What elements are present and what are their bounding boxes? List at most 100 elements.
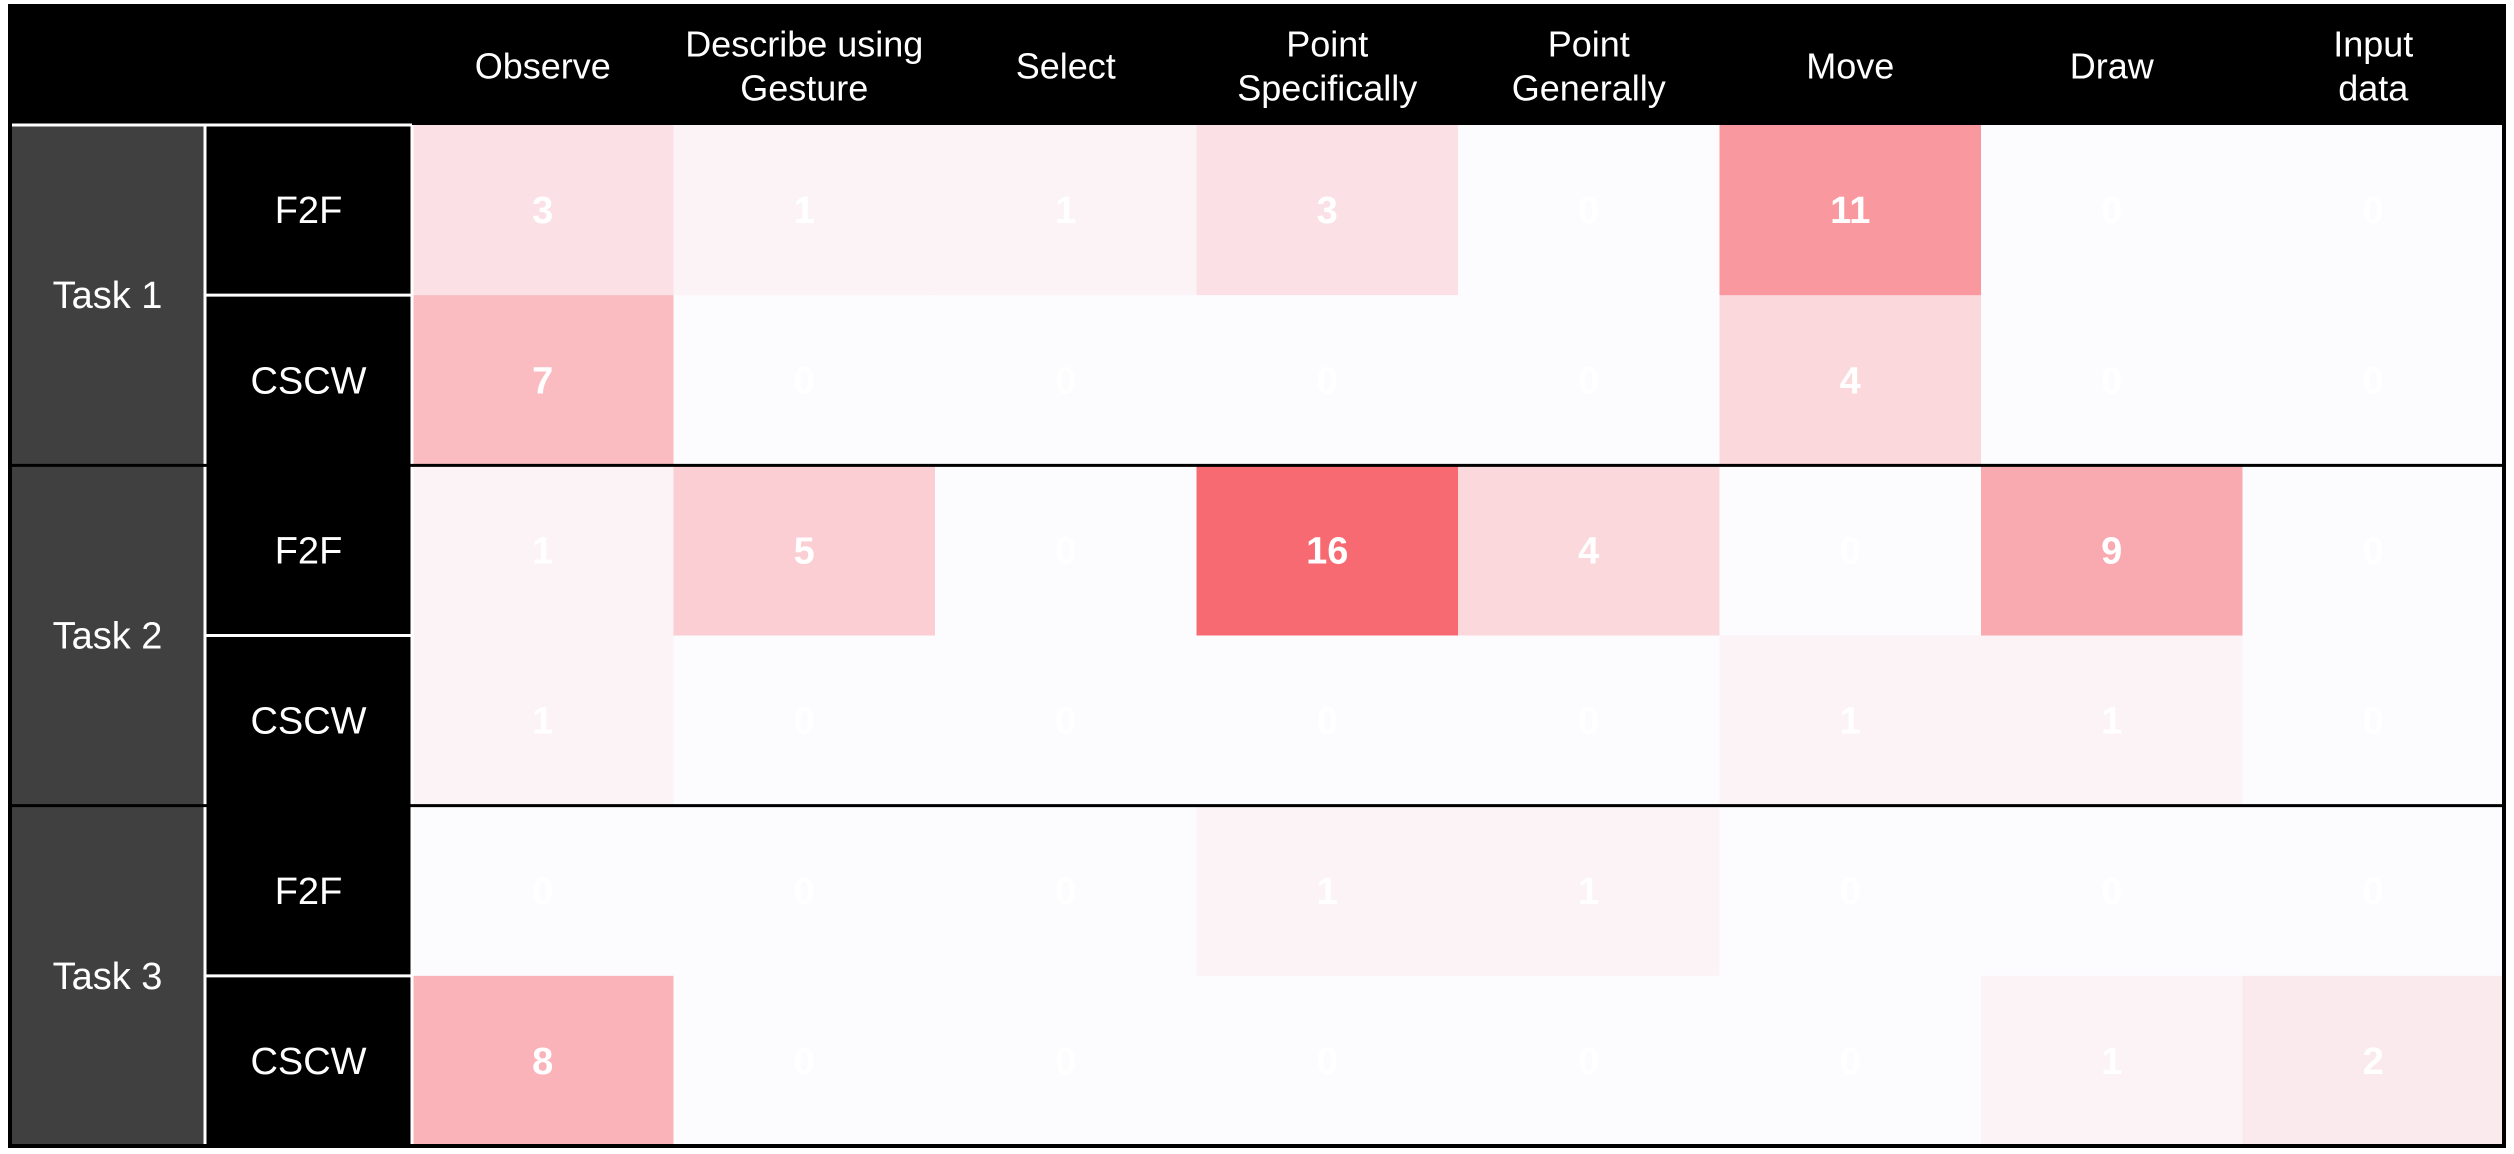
- cell-value: 0: [1840, 1041, 1861, 1083]
- cell-value: 1: [1317, 871, 1338, 913]
- heatmap-cell: [1719, 635, 1982, 807]
- cell-value: 0: [1578, 190, 1599, 232]
- cell-value: 0: [1317, 701, 1338, 743]
- heatmap-cell: [2242, 805, 2505, 977]
- cell-value: 4: [1840, 360, 1861, 402]
- heatmap-cell: [1719, 125, 1982, 296]
- cell-value: 8: [532, 1041, 553, 1083]
- cell-value: 0: [1055, 1041, 1076, 1083]
- column-header: Select: [1016, 46, 1116, 87]
- heatmap-cell: [412, 635, 674, 807]
- heatmap-cell: [412, 975, 674, 1147]
- cell-value: 1: [532, 530, 553, 572]
- heatmap-cell: [1196, 635, 1459, 807]
- heatmap-cell: [1981, 125, 2243, 296]
- heatmap-cell: [412, 125, 674, 296]
- heatmap-cell: [1981, 805, 2243, 977]
- heatmap-cell: [673, 635, 936, 807]
- heatmap-cell: [412, 465, 674, 636]
- cell-value: 0: [2101, 360, 2122, 402]
- heatmap-cell: [1719, 295, 1982, 466]
- condition-label: CSCW: [250, 360, 366, 402]
- cell-value: 0: [2363, 360, 2384, 402]
- table-border: [8, 4, 2506, 1148]
- cell-value: 9: [2101, 530, 2122, 572]
- cell-value: 0: [1578, 1041, 1599, 1083]
- cell-value: 1: [2101, 701, 2122, 743]
- cell-value: 4: [1578, 530, 1599, 572]
- cell-value: 0: [1840, 871, 1861, 913]
- task-label: Task 1: [53, 275, 163, 317]
- heatmap-cell: [1981, 295, 2243, 466]
- cell-value: 0: [2363, 871, 2384, 913]
- heatmap-cell: [1196, 465, 1459, 636]
- task-label: Task 3: [53, 956, 163, 998]
- heatmap-cell: [1719, 465, 1982, 636]
- heatmap-cell: [673, 295, 936, 466]
- heatmap-cell: [2242, 975, 2505, 1147]
- cell-value: 7: [532, 360, 553, 402]
- heatmap-cell: [1458, 635, 1720, 807]
- cell-value: 0: [1055, 530, 1076, 572]
- cell-value: 1: [1055, 190, 1076, 232]
- cell-value: 1: [2101, 1041, 2122, 1083]
- column-header: Point Specifically: [1237, 24, 1417, 109]
- condition-label: F2F: [275, 871, 343, 913]
- cell-value: 0: [2101, 871, 2122, 913]
- heatmap-cell: [1458, 805, 1720, 977]
- cell-value: 0: [1055, 360, 1076, 402]
- heatmap-cell: [1196, 125, 1459, 296]
- cell-value: 0: [794, 871, 815, 913]
- cell-value: 0: [794, 701, 815, 743]
- heatmap-cell: [2242, 295, 2505, 466]
- column-header: Point Generally: [1512, 24, 1666, 109]
- cell-value: 1: [794, 190, 815, 232]
- column-header: Move: [1806, 46, 1894, 87]
- cell-value: 0: [2101, 190, 2122, 232]
- gridlines-layer: [8, 4, 2506, 1148]
- heatmap-cell: [935, 465, 1197, 636]
- heatmap-cell: [673, 975, 936, 1147]
- cell-value: 0: [1317, 360, 1338, 402]
- cell-value: 0: [532, 871, 553, 913]
- task-label: Task 2: [53, 616, 163, 658]
- heatmap-cell: [1458, 295, 1720, 466]
- heatmap-cell: [935, 125, 1197, 296]
- heatmap-cell: [412, 295, 674, 466]
- heatmap-cell: [673, 465, 936, 636]
- condition-label: CSCW: [250, 701, 366, 743]
- labels-layer: Observe Describe using Gesture Select Point S…: [53, 24, 2414, 1083]
- condition-label: F2F: [275, 190, 343, 232]
- cell-value: 0: [2363, 190, 2384, 232]
- heatmap-cell: [2242, 125, 2505, 296]
- column-header: Describe using Gesture: [685, 24, 923, 109]
- cell-value: 11: [1830, 190, 1870, 232]
- heatmap-cell: [1458, 975, 1720, 1147]
- heatmap-cell: [1981, 635, 2243, 807]
- heatmap-cell: [1719, 975, 1982, 1147]
- heatmap-cell: [935, 295, 1197, 466]
- cell-value: 16: [1306, 530, 1348, 572]
- cell-value: 0: [1578, 701, 1599, 743]
- heatmap-cell: [2242, 465, 2505, 636]
- heatmap-cell: [1981, 465, 2243, 636]
- cell-value: 1: [1578, 871, 1599, 913]
- task-column-band: [10, 125, 205, 1146]
- heatmap-cell: [935, 635, 1197, 807]
- cell-value: 3: [532, 190, 553, 232]
- column-header: Draw: [2070, 46, 2155, 87]
- condition-label: CSCW: [250, 1041, 366, 1083]
- column-header: Input data: [2333, 24, 2413, 109]
- heatmap-cell: [1719, 805, 1982, 977]
- heatmap-cell: [412, 805, 674, 977]
- heatmap-cell: [673, 805, 936, 977]
- heatmap-cell: [935, 805, 1197, 977]
- heatmap-cell: [1196, 295, 1459, 466]
- cell-value: 0: [1578, 360, 1599, 402]
- condition-label: F2F: [275, 530, 343, 572]
- heatmap-cell: [1458, 125, 1720, 296]
- cell-value: 0: [1055, 701, 1076, 743]
- cell-value: 0: [794, 1041, 815, 1083]
- cell-value: 0: [1055, 871, 1076, 913]
